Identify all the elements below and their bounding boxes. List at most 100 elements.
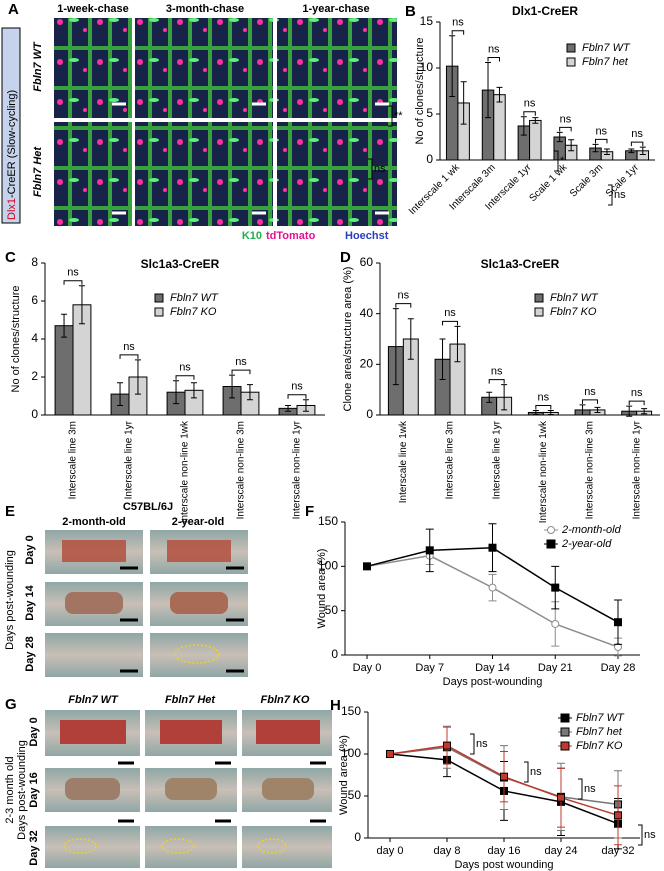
panel-letter: A xyxy=(8,1,19,18)
row-label: Day 0 xyxy=(24,535,36,564)
y-tick-label: 5 xyxy=(426,106,433,120)
significance-label: ns xyxy=(560,113,572,125)
legend-marker xyxy=(560,713,570,723)
panel-letter: E xyxy=(5,503,15,520)
significance-label: ns xyxy=(235,356,247,368)
significance-bracket xyxy=(368,158,373,180)
significance-bracket xyxy=(523,111,536,116)
significance-bracket xyxy=(535,404,552,410)
significance-label: ns xyxy=(595,125,607,137)
marker xyxy=(363,562,371,571)
error-bar xyxy=(547,409,554,415)
row-label: Day 14 xyxy=(24,584,36,620)
error-bar xyxy=(439,338,446,381)
error-bar xyxy=(117,382,124,406)
legend-marker xyxy=(154,307,164,317)
legend-marker xyxy=(560,727,570,737)
marker xyxy=(488,543,497,552)
legend-label: Fbln7 KO xyxy=(576,740,623,752)
x-tick-label: Day 28 xyxy=(601,662,636,674)
error-bar xyxy=(496,86,503,103)
error-bar xyxy=(556,131,563,143)
legend-label: 2-month-old xyxy=(561,524,622,536)
significance-label: ns xyxy=(584,386,596,398)
x-tick-label: Interscale line 1wk xyxy=(398,420,409,503)
significance-bracket xyxy=(175,375,195,380)
significance-label: ns xyxy=(374,163,386,175)
significance-bracket xyxy=(442,320,458,326)
panel-letter: G xyxy=(5,696,17,713)
panel-letter: H xyxy=(330,697,341,714)
side-label: Dlx1-CreER (Slow-cycling) xyxy=(6,90,18,220)
significance-bracket xyxy=(63,280,83,285)
x-tick-label: Day 0 xyxy=(353,662,382,674)
y-axis-label: Wound area (%) xyxy=(338,735,350,815)
error-bar xyxy=(61,313,68,338)
legend-marker xyxy=(566,57,576,67)
error-bar xyxy=(173,380,180,405)
significance-bracket xyxy=(630,141,644,147)
error-bar xyxy=(592,143,599,153)
y-tick-label: 50 xyxy=(348,788,362,802)
significance-bracket xyxy=(488,379,505,384)
legend-label: Fbln7 WT xyxy=(550,292,599,304)
y-tick-label: 50 xyxy=(325,603,339,617)
column-label: 3-month-chase xyxy=(166,3,244,15)
column-label: Fbln7 WT xyxy=(68,694,119,706)
significance-label: ns xyxy=(530,766,542,778)
bar xyxy=(493,94,506,161)
row-label: Day 0 xyxy=(28,717,40,746)
y-tick-label: 15 xyxy=(420,14,434,28)
y-tick-label: 2 xyxy=(31,369,38,383)
micrographs xyxy=(54,18,397,226)
error-bar xyxy=(134,359,141,395)
error-bar xyxy=(628,148,635,154)
panel-title: C57BL/6J xyxy=(123,501,173,513)
x-tick-label: day 24 xyxy=(544,845,577,857)
legend-marker xyxy=(547,526,555,534)
y-tick-label: 150 xyxy=(318,514,338,528)
x-tick-label: Scale 3m xyxy=(568,162,605,199)
chart-title: Slc1a3-CreER xyxy=(481,257,560,271)
side-label: Days post-wounding xyxy=(4,550,16,650)
error-bar xyxy=(568,139,575,152)
significance-bracket xyxy=(524,761,529,783)
error-bar xyxy=(460,81,467,125)
significance-label: ns xyxy=(67,267,79,279)
legend-label: Fbln7 het xyxy=(582,56,629,68)
legend-label: Fbln7 KO xyxy=(170,306,217,318)
x-tick-label: Interscale line 1yr xyxy=(491,420,502,499)
x-axis-label: Days post-wounding xyxy=(443,676,543,688)
row-label: Day 28 xyxy=(24,636,36,671)
significance-label: ns xyxy=(179,362,191,374)
panel-letter: C xyxy=(5,249,16,266)
significance-bracket xyxy=(287,394,307,399)
significance-bracket xyxy=(388,105,393,127)
x-tick-label: Interscale non-line 3m xyxy=(585,421,596,519)
marker xyxy=(425,546,434,555)
side-label: 2-3 month old xyxy=(4,756,16,823)
legend-marker xyxy=(560,741,570,751)
x-tick-label: day 32 xyxy=(601,845,634,857)
stain-label: tdTomato xyxy=(266,230,316,242)
significance-label: ns xyxy=(631,128,643,140)
significance-bracket xyxy=(559,126,572,132)
legend-marker xyxy=(534,293,544,303)
x-tick-label: Interscale line 3m xyxy=(68,421,79,499)
error-bar xyxy=(641,408,648,415)
y-tick-label: 10 xyxy=(420,60,434,74)
bar xyxy=(529,119,542,161)
marker xyxy=(443,741,451,750)
significance-bracket xyxy=(608,184,613,206)
significance-label: ns xyxy=(476,738,488,750)
x-axis-label: Days post wounding xyxy=(454,859,553,871)
y-tick-label: 40 xyxy=(360,306,374,320)
marker xyxy=(557,793,565,802)
label-box xyxy=(1,27,21,224)
y-tick-label: 0 xyxy=(354,830,361,844)
marker xyxy=(386,750,394,758)
significance-bracket xyxy=(231,369,251,375)
panel-letter: B xyxy=(405,3,416,20)
column-label: Fbln7 Het xyxy=(165,694,216,706)
